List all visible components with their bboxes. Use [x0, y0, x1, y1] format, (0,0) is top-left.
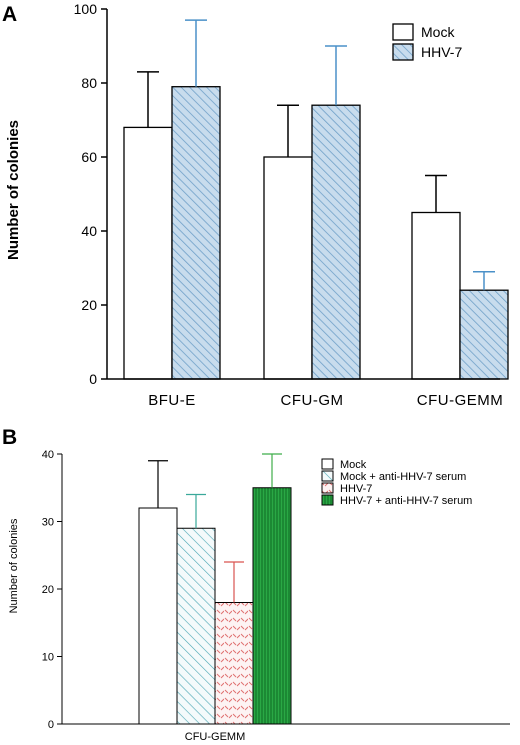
panel-b-y-tick-label: 30	[42, 517, 54, 529]
panel-b-bar	[252, 487, 292, 725]
panel-a: A Number of colonies 0 20 40 60 80 100 BFU-E C…	[2, 1, 509, 409]
panel-b-legend-label: Mock	[340, 459, 367, 471]
panel-b-legend-label: HHV-7 + anti-HHV-7 serum	[340, 495, 472, 507]
panel-b-y-axis-label: Number of colonies	[8, 518, 20, 613]
panel-b-y-tick-label: 10	[42, 652, 54, 664]
panel-a-legend-swatch	[392, 23, 414, 41]
panel-a-y-tick-label: 40	[81, 223, 97, 239]
panel-b-y-tick-label: 40	[42, 449, 54, 461]
panel-b-legend-swatch	[321, 470, 334, 482]
panel-b-bar	[214, 602, 254, 725]
panel-b-category-label: CFU-GEMM	[185, 731, 246, 743]
panel-b-legend-swatch	[321, 458, 334, 470]
panel-b-y-tick-label: 20	[42, 584, 54, 596]
panel-b-legend-label: Mock + anti-HHV-7 serum	[340, 471, 466, 483]
panel-a-bar	[311, 104, 361, 380]
panel-a-y-axis-label: Number of colonies	[5, 120, 22, 260]
panel-a-y-tick-label: 80	[81, 75, 97, 91]
panel-b-bar	[176, 527, 216, 725]
panel-a-y-tick-label: 20	[81, 297, 97, 313]
panel-b-legend-swatch	[321, 482, 334, 494]
panel-a-letter: A	[2, 3, 17, 26]
panel-a-bar	[171, 86, 221, 380]
panel-b-y-tick-label: 0	[48, 719, 54, 731]
panel-a-category-label: CFU-GEMM	[417, 392, 504, 409]
panel-b-bar	[138, 507, 178, 725]
panel-a-bar	[459, 289, 509, 380]
panel-a-bar	[123, 126, 173, 380]
panel-b-legend-label: HHV-7	[340, 483, 372, 495]
panel-b-legend-swatch	[321, 494, 334, 506]
panel-a-y-tick-label: 100	[74, 1, 98, 17]
panel-a-bar	[411, 211, 461, 380]
panel-a-legend-label: Mock	[421, 24, 455, 40]
panel-a-category-label: BFU-E	[148, 392, 196, 409]
panel-a-legend-label: HHV-7	[421, 44, 462, 60]
panel-a-y-tick-label: 0	[89, 371, 97, 387]
panel-b-letter: B	[2, 426, 17, 449]
panel-a-category-label: CFU-GM	[281, 392, 344, 409]
panel-a-legend-swatch	[392, 43, 414, 61]
panel-a-bar	[263, 156, 313, 380]
panel-a-y-tick-label: 60	[81, 149, 97, 165]
